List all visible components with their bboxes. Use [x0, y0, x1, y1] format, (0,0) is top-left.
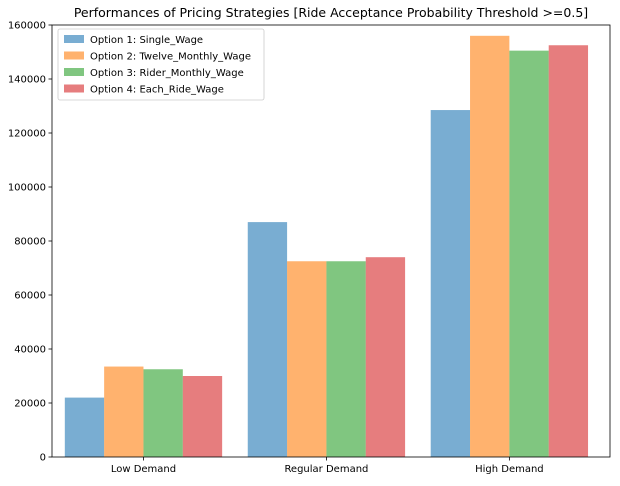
legend-box — [57, 28, 265, 101]
legend-swatch-2 — [64, 51, 84, 60]
y-tick-label: 160000 — [8, 21, 46, 32]
y-tick-label: 120000 — [8, 129, 46, 140]
bar-1-low-demand — [64, 397, 105, 457]
legend-swatch-1 — [64, 35, 84, 43]
y-tick-label: 100000 — [8, 183, 46, 194]
x-tick-label: Low Demand — [111, 464, 176, 475]
bar-4-low-demand — [182, 376, 223, 457]
legend-label-3: Option 3: Rider_Monthly_Wage — [90, 68, 244, 79]
legend: Option 1: Single_Wage Option 2: Twelve_Mo… — [57, 28, 265, 101]
bar-2-low-demand — [104, 366, 144, 457]
legend-label-2: Option 2: Twelve_Monthly_Wage — [90, 52, 251, 63]
bar-1-high-demand — [430, 110, 471, 458]
legend-swatch-4 — [64, 84, 84, 93]
y-tick-label: 40000 — [14, 345, 46, 356]
bar-2-regular-demand — [287, 261, 327, 457]
chart-title: Performances of Pricing Strategies [Ride… — [74, 5, 588, 20]
bar-3-high-demand — [509, 50, 549, 458]
bar-2-high-demand — [470, 35, 510, 458]
x-tick-label: Regular Demand — [284, 464, 368, 475]
legend-swatch-3 — [64, 68, 84, 76]
plot-area: 0 20000 40000 60000 80000 100000 120000 140000 1… — [8, 21, 611, 475]
y-tick-label: 20000 — [14, 399, 46, 410]
y-tick-label: 80000 — [14, 237, 46, 248]
bar-1-regular-demand — [247, 222, 288, 457]
bar-4-regular-demand — [365, 257, 406, 457]
bar-4-high-demand — [548, 45, 589, 457]
x-tick-label: High Demand — [475, 464, 544, 475]
y-tick-label: 60000 — [14, 291, 46, 302]
legend-label-4: Option 4: Each_Ride_Wage — [90, 85, 224, 96]
bar-3-regular-demand — [326, 261, 366, 457]
y-tick-label: 140000 — [8, 75, 46, 86]
y-tick-label: 0 — [40, 453, 46, 464]
bar-3-low-demand — [143, 369, 183, 457]
legend-label-1: Option 1: Single_Wage — [90, 35, 203, 46]
